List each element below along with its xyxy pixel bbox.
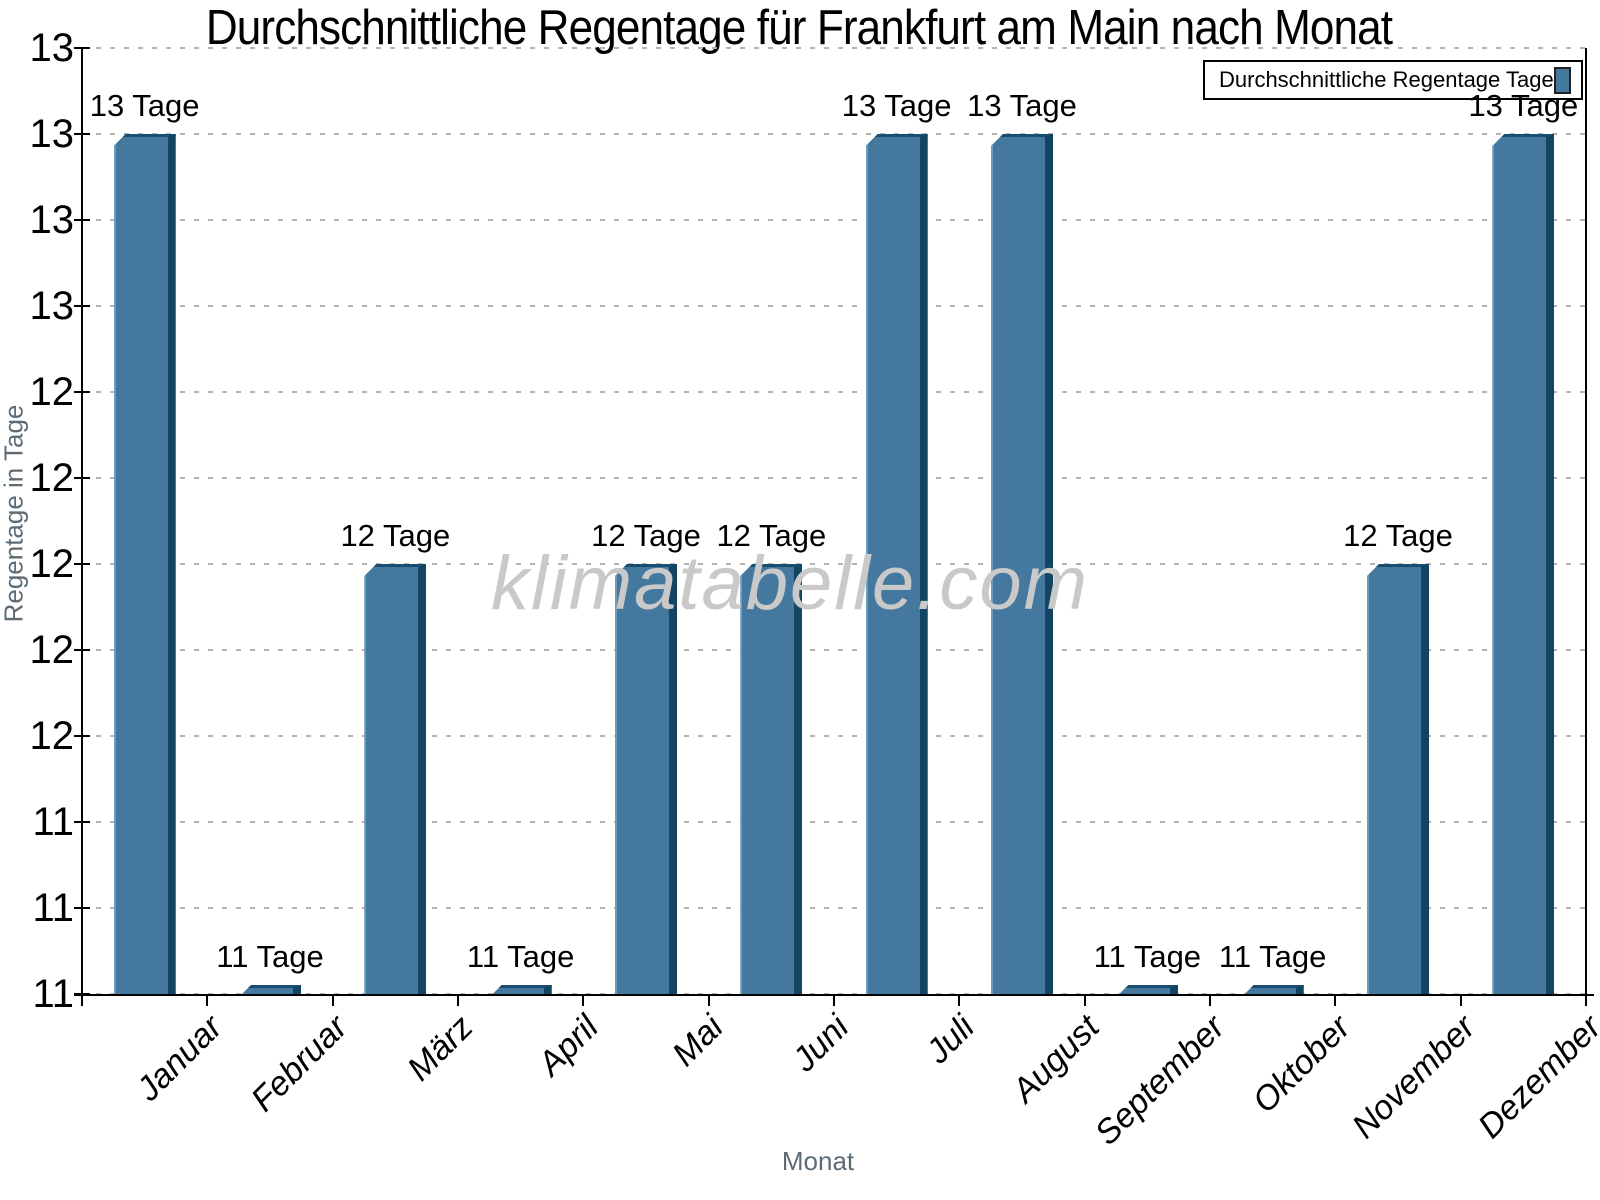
y-tick-label: 13 [29,112,75,156]
legend: Durchschnittliche Regentage Tage [1203,60,1583,100]
x-tick [582,994,585,1006]
bar-value-label: 12 Tage [340,518,451,553]
bar-value-label: 12 Tage [591,518,701,553]
x-tick [833,994,835,1006]
bar [364,564,427,994]
bar [991,134,1053,994]
bar-value-label: 12 Tage [716,518,827,553]
x-tick [1209,994,1211,1006]
bar-value-label: 11 Tage [1218,939,1327,974]
bar-value-label: 13 Tage [89,88,200,123]
bar [1116,985,1179,994]
x-tick [206,994,209,1006]
bar [1367,564,1429,994]
gridline [82,133,1586,135]
bar [1492,134,1555,994]
y-axis-line [81,48,83,996]
y-tick-label: 11 [32,972,74,1016]
y-tick-label: 12 [29,370,75,414]
x-tick [707,994,710,1006]
x-tick-label: März [399,1008,481,1089]
bar-value-label: 11 Tage [466,939,575,974]
x-tick [457,994,459,1006]
x-tick-label: Februar [243,1008,355,1120]
bar-value-label: 13 Tage [1468,88,1579,123]
x-tick-label: September [1087,1008,1233,1153]
x-tick-label: April [530,1008,606,1083]
x-tick [1083,994,1086,1006]
gridline [82,907,1586,909]
y-tick-label: 13 [29,284,75,328]
gridline [82,477,1586,479]
x-tick-label: Januar [129,1008,230,1109]
x-tick [1585,994,1587,1006]
bar [1241,985,1304,994]
gridline [82,649,1586,651]
x-tick [1459,994,1462,1006]
legend-swatch-icon [1553,66,1571,94]
y-tick-label: 12 [29,628,75,672]
bar-value-label: 13 Tage [967,88,1077,123]
x-tick [1334,994,1337,1006]
x-tick [958,994,961,1006]
x-axis-title: Monat [781,1146,855,1176]
gridline [82,563,1586,565]
bar [740,564,803,994]
x-tick-label: August [1005,1008,1107,1110]
y-tick-label: 12 [29,714,75,758]
bar-value-label: 12 Tage [1343,518,1453,553]
y-tick-label: 12 [29,456,75,500]
x-tick [331,994,334,1006]
gridline [82,47,1586,49]
x-tick-label: Mai [665,1008,731,1074]
bar [615,564,677,994]
gridline [82,735,1586,737]
bar-value-label: 13 Tage [841,88,952,123]
y-tick-label: 11 [32,886,74,930]
x-tick-label: November [1345,1008,1483,1146]
plot-right-frame [1585,48,1587,996]
y-tick-label: 12 [29,542,75,586]
x-tick-label: Juli [918,1008,982,1071]
x-tick-label: Dezember [1470,1008,1600,1146]
y-tick-label: 11 [32,800,74,844]
bar [489,985,552,994]
y-axis-title: Regentage in Tage [0,404,29,623]
bar [113,134,176,994]
bar-value-label: 11 Tage [216,939,324,974]
x-tick-label: Oktober [1245,1008,1358,1121]
gridline [82,305,1586,307]
x-tick [81,994,83,1006]
x-axis-line [74,994,1594,996]
x-tick-label: Juni [785,1008,857,1079]
bar-value-label: 11 Tage [1093,939,1202,974]
legend-label: Durchschnittliche Regentage Tage [1219,67,1554,92]
bar [239,985,301,994]
gridline [82,391,1586,393]
gridline [82,219,1586,221]
gridline [82,821,1586,823]
y-tick-label: 13 [29,26,75,70]
watermark: klimatabelle.com [491,541,1089,626]
chart-title: Durchschnittliche Regentage für Frankfur… [205,1,1393,55]
bar [865,134,928,994]
y-tick-label: 13 [29,198,75,242]
